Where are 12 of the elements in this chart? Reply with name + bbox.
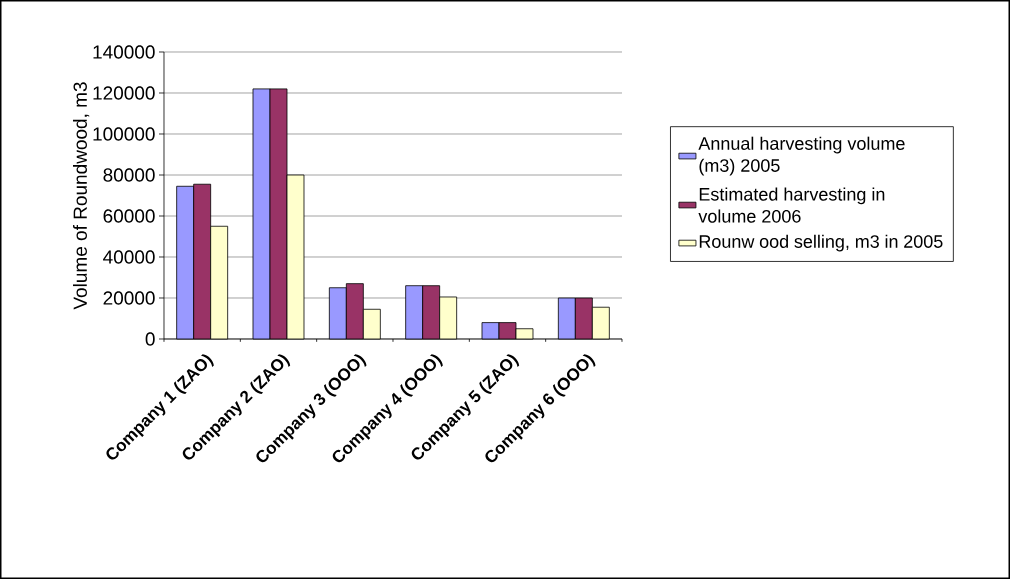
y-tick-label: 100000 [93, 127, 155, 141]
y-tick-label: 40000 [103, 250, 155, 264]
y-axis-title: Volume of Roundwood, m3 [73, 82, 90, 310]
y-tick-label: 140000 [93, 45, 155, 59]
legend-label: Estimated harvesting in volume 2006 [698, 187, 885, 223]
y-tick-label: 60000 [103, 209, 155, 223]
legend-label: Rounw ood selling, m3 in 2005 [699, 234, 943, 252]
y-tick-label: 20000 [103, 291, 155, 305]
y-tick-label: 0 [145, 332, 155, 346]
legend-label: Annual harvesting volume (m3) 2005 [698, 136, 905, 176]
y-tick-label: 80000 [103, 168, 155, 182]
y-tick-label: 120000 [93, 86, 155, 100]
